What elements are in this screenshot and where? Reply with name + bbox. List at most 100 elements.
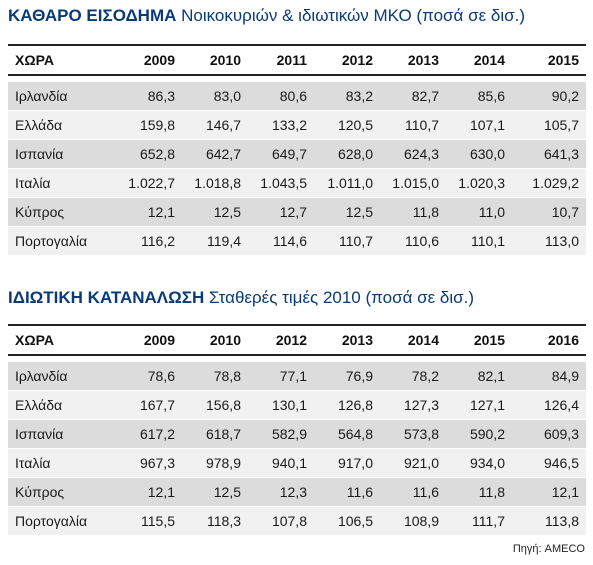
- value-cell: 590,2: [446, 419, 512, 449]
- table-row: Ιρλανδία 78,6 78,8 77,1 76,9 78,2 82,1 84,9: [8, 361, 586, 391]
- value-cell: 624,3: [380, 139, 446, 169]
- value-cell: 130,1: [248, 390, 314, 420]
- net-income-table: ΧΩΡΑ 2009 2010 2011 2012 2013 2014 2015 Ιρλανδία…: [8, 44, 586, 255]
- value-cell: 110,7: [314, 226, 380, 255]
- value-cell: 630,0: [446, 139, 512, 169]
- table-row: Ιρλανδία 86,3 83,0 80,6 83,2 82,7 85,6 90,2: [8, 81, 586, 111]
- value-cell: 934,0: [446, 448, 512, 478]
- value-cell: 11,6: [380, 477, 446, 507]
- column-header-year: 2016: [512, 325, 586, 355]
- value-cell: 115,5: [116, 506, 182, 535]
- table-row: Κύπρος 12,1 12,5 12,7 12,5 11,8 11,0 10,7: [8, 197, 586, 227]
- column-header-year: 2015: [446, 325, 512, 355]
- value-cell: 111,7: [446, 506, 512, 535]
- country-cell: Ισπανία: [8, 139, 116, 169]
- value-cell: 618,7: [182, 419, 248, 449]
- value-cell: 159,8: [116, 110, 182, 140]
- value-cell: 120,5: [314, 110, 380, 140]
- value-cell: 118,3: [182, 506, 248, 535]
- country-cell: Ιρλανδία: [8, 361, 116, 391]
- table-row: Ισπανία 652,8 642,7 649,7 628,0 624,3 630,0 641…: [8, 139, 586, 169]
- value-cell: 617,2: [116, 419, 182, 449]
- table-row: Ελλάδα 167,7 156,8 130,1 126,8 127,3 127,1 126,…: [8, 390, 586, 420]
- header-row: ΧΩΡΑ 2009 2010 2011 2012 2013 2014 2015: [8, 45, 586, 75]
- table-row: Ιταλία 1.022,7 1.018,8 1.043,5 1.011,0 1.015,…: [8, 168, 586, 198]
- value-cell: 1.015,0: [380, 168, 446, 198]
- value-cell: 12,1: [116, 477, 182, 507]
- value-cell: 90,2: [512, 81, 586, 111]
- value-cell: 82,1: [446, 361, 512, 391]
- value-cell: 1.029,2: [512, 168, 586, 198]
- value-cell: 78,6: [116, 361, 182, 391]
- country-cell: Ελλάδα: [8, 110, 116, 140]
- country-cell: Ιρλανδία: [8, 81, 116, 111]
- column-header-country: ΧΩΡΑ: [8, 45, 116, 75]
- value-cell: 146,7: [182, 110, 248, 140]
- table1-title: ΚΑΘΑΡΟ ΕΙΣΟΔΗΜΑ Νοικοκυριών & ιδιωτικών …: [8, 6, 525, 26]
- table1-panel: ΧΩΡΑ 2009 2010 2011 2012 2013 2014 2015 Ιρλανδία…: [8, 44, 586, 255]
- table2-subtitle: Σταθερές τιμές 2010 (ποσά σε δισ.): [208, 288, 475, 307]
- value-cell: 1.018,8: [182, 168, 248, 198]
- value-cell: 110,7: [380, 110, 446, 140]
- column-header-year: 2009: [116, 45, 182, 75]
- column-header-year: 2010: [182, 45, 248, 75]
- value-cell: 628,0: [314, 139, 380, 169]
- value-cell: 967,3: [116, 448, 182, 478]
- table-row: Κύπρος 12,1 12,5 12,3 11,6 11,6 11,8 12,1: [8, 477, 586, 507]
- value-cell: 83,2: [314, 81, 380, 111]
- value-cell: 78,8: [182, 361, 248, 391]
- value-cell: 107,1: [446, 110, 512, 140]
- value-cell: 564,8: [314, 419, 380, 449]
- value-cell: 11,6: [314, 477, 380, 507]
- value-cell: 1.020,3: [446, 168, 512, 198]
- value-cell: 113,0: [512, 226, 586, 255]
- value-cell: 86,3: [116, 81, 182, 111]
- column-header-year: 2013: [380, 45, 446, 75]
- value-cell: 76,9: [314, 361, 380, 391]
- column-header-year: 2012: [248, 325, 314, 355]
- value-cell: 11,8: [380, 197, 446, 227]
- value-cell: 83,0: [182, 81, 248, 111]
- value-cell: 1.043,5: [248, 168, 314, 198]
- table-row: Πορτογαλία 116,2 119,4 114,6 110,7 110,6 110,1…: [8, 226, 586, 255]
- private-consumption-table: ΧΩΡΑ 2009 2010 2012 2013 2014 2015 2016 Ιρλανδία…: [8, 324, 586, 535]
- table-row: Ιταλία 967,3 978,9 940,1 917,0 921,0 934,0 946,…: [8, 448, 586, 478]
- table1-title-main: ΚΑΘΑΡΟ ΕΙΣΟΔΗΜΑ: [8, 6, 177, 25]
- value-cell: 119,4: [182, 226, 248, 255]
- source-note: Πηγή: AMECO: [512, 543, 585, 555]
- value-cell: 80,6: [248, 81, 314, 111]
- value-cell: 82,7: [380, 81, 446, 111]
- value-cell: 156,8: [182, 390, 248, 420]
- value-cell: 649,7: [248, 139, 314, 169]
- value-cell: 978,9: [182, 448, 248, 478]
- value-cell: 12,5: [182, 477, 248, 507]
- table-row: Πορτογαλία 115,5 118,3 107,8 106,5 108,9 111,7…: [8, 506, 586, 535]
- value-cell: 10,7: [512, 197, 586, 227]
- country-cell: Ιταλία: [8, 168, 116, 198]
- value-cell: 12,5: [314, 197, 380, 227]
- value-cell: 110,1: [446, 226, 512, 255]
- value-cell: 78,2: [380, 361, 446, 391]
- value-cell: 12,1: [116, 197, 182, 227]
- value-cell: 12,3: [248, 477, 314, 507]
- table2-title-main: ΙΔΙΩΤΙΚΗ ΚΑΤΑΝΑΛΩΣΗ: [8, 288, 205, 307]
- value-cell: 105,7: [512, 110, 586, 140]
- column-header-year: 2013: [314, 325, 380, 355]
- value-cell: 946,5: [512, 448, 586, 478]
- value-cell: 641,3: [512, 139, 586, 169]
- value-cell: 642,7: [182, 139, 248, 169]
- value-cell: 940,1: [248, 448, 314, 478]
- value-cell: 110,6: [380, 226, 446, 255]
- value-cell: 116,2: [116, 226, 182, 255]
- country-cell: Πορτογαλία: [8, 506, 116, 535]
- value-cell: 133,2: [248, 110, 314, 140]
- value-cell: 77,1: [248, 361, 314, 391]
- table1-subtitle: Νοικοκυριών & ιδιωτικών ΜΚΟ (ποσά σε δισ…: [181, 6, 525, 25]
- value-cell: 84,9: [512, 361, 586, 391]
- value-cell: 126,4: [512, 390, 586, 420]
- value-cell: 11,8: [446, 477, 512, 507]
- column-header-year: 2010: [182, 325, 248, 355]
- country-cell: Ελλάδα: [8, 390, 116, 420]
- value-cell: 113,8: [512, 506, 586, 535]
- table2-panel: ΧΩΡΑ 2009 2010 2012 2013 2014 2015 2016 Ιρλανδία…: [8, 324, 586, 535]
